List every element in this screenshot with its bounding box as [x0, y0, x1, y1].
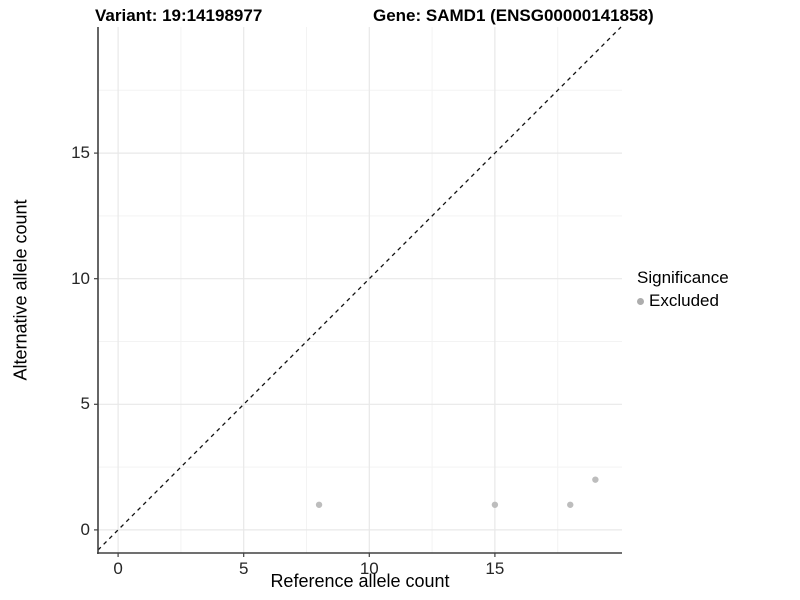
identity-line — [97, 26, 622, 551]
variant-title: Variant: 19:14198977 — [95, 6, 263, 25]
legend-entry-excluded: Excluded — [637, 291, 729, 311]
y-tick-label: 0 — [80, 519, 90, 539]
y-tick-label: 15 — [71, 143, 90, 163]
gene-title: Gene: SAMD1 (ENSG00000141858) — [373, 6, 654, 25]
legend-title: Significance — [637, 268, 729, 287]
y-tick-label: 10 — [71, 268, 90, 288]
data-point — [592, 476, 599, 483]
x-axis-title: Reference allele count — [270, 571, 450, 591]
data-point — [315, 501, 323, 508]
x-tick-label: 0 — [113, 559, 123, 578]
x-tick-label: 5 — [238, 559, 249, 578]
data-point — [567, 501, 574, 508]
x-tick-label: 15 — [485, 559, 505, 578]
y-axis-title: Alternative allele count — [10, 199, 31, 381]
legend: Significance Excluded — [637, 268, 729, 311]
legend-point-icon — [637, 297, 644, 305]
data-point — [491, 501, 499, 508]
x-tick-label: 10 — [359, 559, 379, 578]
y-tick-label: 5 — [80, 394, 90, 414]
legend-entry-label: Excluded — [649, 291, 719, 310]
